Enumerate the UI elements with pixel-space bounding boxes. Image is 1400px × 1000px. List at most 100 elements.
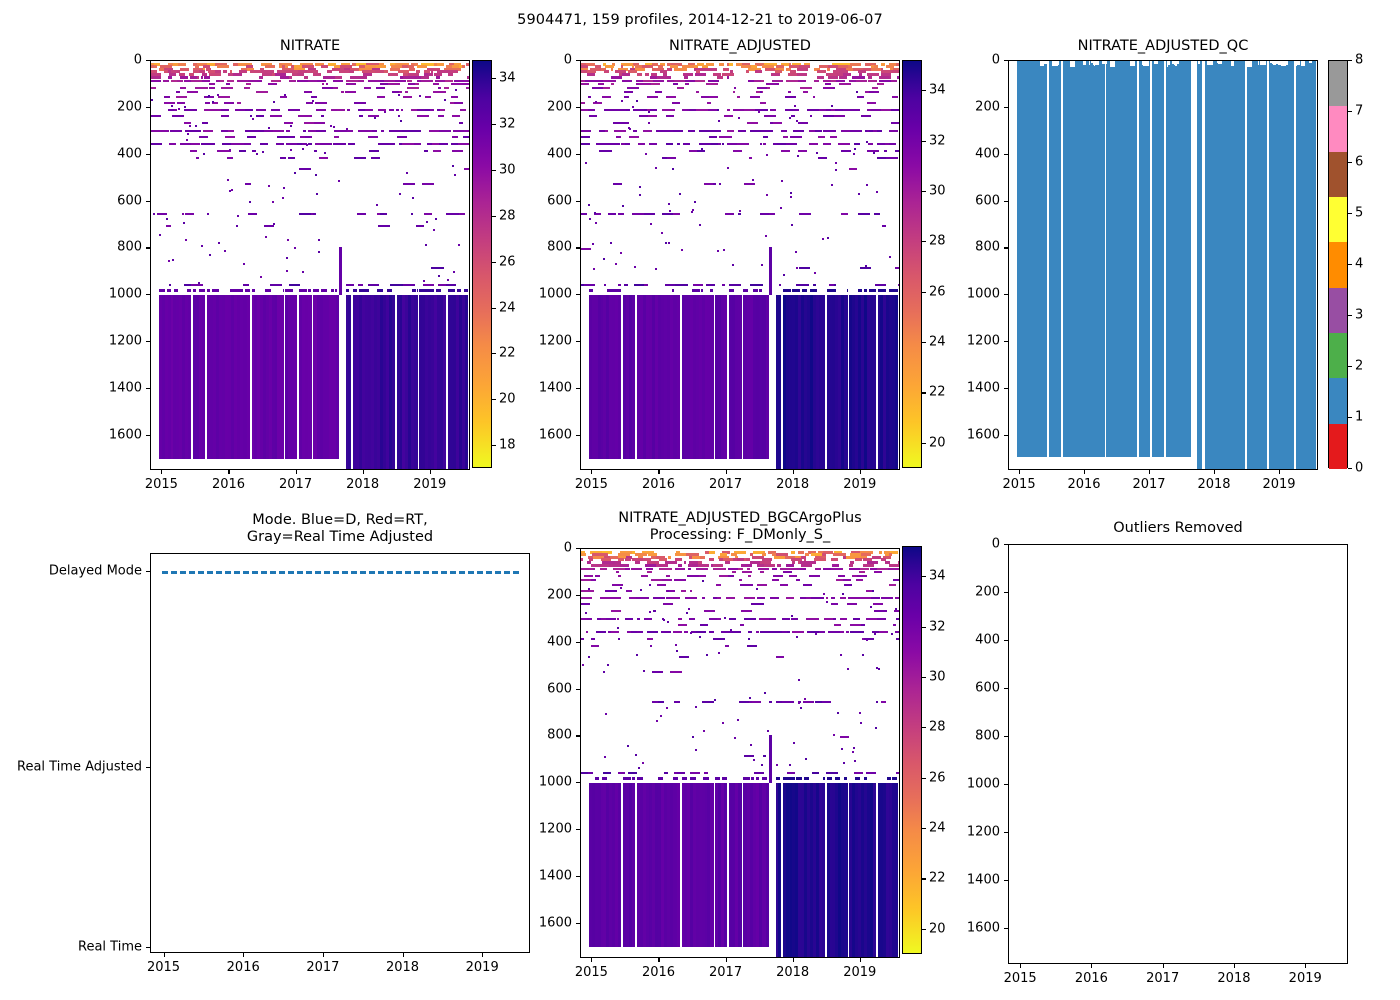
heat-cell [737,568,744,571]
nitrate-adjusted-axes[interactable] [580,60,900,470]
heat-cell [588,217,591,220]
heat-cell [157,213,168,216]
heat-cell [186,289,191,293]
heat-cell [750,96,760,99]
bgcargoplus-cbar-tickmark [922,576,926,578]
bgcargoplus-ytick-label: 800 [547,727,572,743]
heat-cell [302,270,305,273]
heat-cell [293,65,303,69]
heat-cell [859,712,862,715]
heat-cell [832,564,840,568]
heat-cell [858,571,865,574]
qc-colorbar-segment-0 [1329,423,1347,469]
heat-cell [261,73,272,77]
heat-cell [285,295,289,460]
heat-cell [666,143,674,146]
heat-cell [316,80,327,83]
nitrate-cbar-tick-label: 18 [499,437,516,453]
heat-cell [354,102,366,104]
qc-gap [1090,61,1093,64]
heat-cell [727,568,738,571]
outliers-axes[interactable] [1008,544,1348,964]
heat-cell [714,699,717,702]
heat-cell [373,295,378,469]
heat-cell [753,550,763,554]
heat-cell [724,213,734,216]
heat-cell [803,62,810,66]
heat-cell [457,289,462,293]
heat-cell [420,65,427,69]
panel-nitrate-adjusted: NITRATE_ADJUSTED [580,38,900,478]
heat-cell [365,109,374,112]
heat-cell [650,109,657,112]
outliers-xtick-label: 2016 [1074,971,1108,986]
heat-cell [704,610,716,613]
heat-cell [631,568,642,571]
heat-cell [166,217,169,220]
heat-cell [892,578,899,581]
heat-cell [800,706,803,709]
heat-cell [841,747,844,750]
heat-cell [835,161,838,164]
heat-cell [641,575,649,578]
nitrate-axes[interactable] [150,60,470,470]
heat-cell [390,62,396,66]
heat-cell [652,80,664,83]
heat-cell [785,783,790,957]
heat-cell [419,289,427,293]
qc-axes[interactable] [1008,60,1318,470]
heat-cell [687,783,691,948]
heat-cell [388,109,394,112]
heat-cell [663,603,673,606]
heat-cell [638,115,649,118]
qc-ytickmark [1004,388,1008,390]
heat-cell [676,295,681,460]
outliers-ytickmark [1004,832,1008,834]
heat-cell [399,76,404,80]
heat-cell [625,295,630,460]
heat-cell [357,283,363,286]
heat-cell [740,624,745,627]
mode-axes[interactable] [150,553,530,953]
heat-cell [673,67,687,71]
heat-cell [769,597,780,600]
heat-cell [835,777,841,781]
heat-cell [843,618,848,621]
heat-cell [276,136,289,139]
qc-cbar-tick-label: 7 [1355,103,1364,119]
heat-cell [857,289,862,293]
heat-cell [335,289,338,293]
heat-cell [841,295,845,469]
heat-cell [283,122,294,125]
heat-cell [868,90,874,93]
heat-cell [612,584,624,587]
heat-cell [628,771,637,774]
heat-cell [812,295,817,469]
heat-cell [604,590,618,592]
mode-xtick-label: 2015 [146,960,181,975]
heat-cell [371,67,380,71]
heat-cell [728,289,735,293]
heat-cell [402,96,413,99]
heat-cell [629,136,639,139]
heat-cell [625,143,631,146]
heat-cell [634,561,640,565]
heat-cell [173,62,178,66]
heat-cell [889,564,899,568]
heat-cell [677,143,680,146]
heat-cell [367,130,373,133]
heat-cell [237,289,244,293]
panel-bgcargoplus-title-line1: NITRATE_ADJUSTED_BGCArgoPlus [618,510,862,526]
heat-cell [868,76,872,80]
heat-cell [171,80,177,83]
heat-cell [352,295,357,469]
heat-cell [592,553,600,557]
heat-cell [837,65,848,69]
heat-cell [697,149,706,152]
heat-cell [267,126,270,129]
bgcargoplus-axes[interactable] [580,548,900,958]
heat-cell [678,655,690,658]
heat-cell [450,102,455,104]
heat-cell [246,67,255,71]
heat-cell [355,62,367,66]
